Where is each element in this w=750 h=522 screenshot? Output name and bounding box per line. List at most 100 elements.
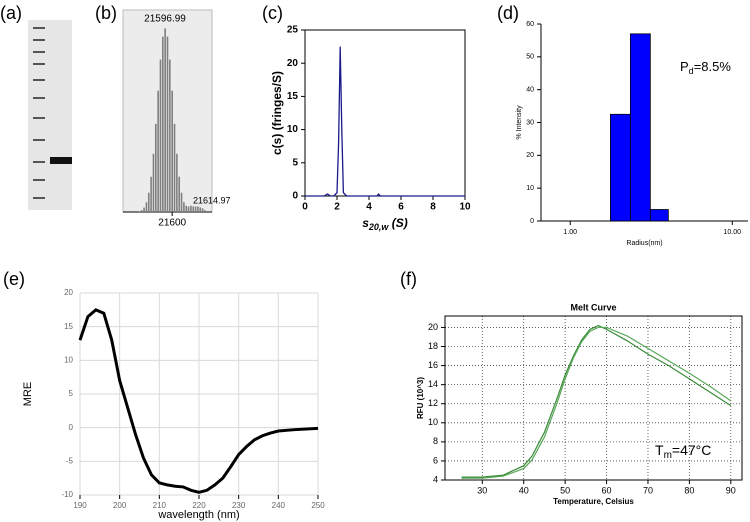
y-axis-label: MRE	[22, 382, 34, 406]
bar	[176, 153, 178, 212]
bar	[162, 36, 164, 212]
annotation-rest: =8.5%	[694, 59, 732, 74]
y-tick-label: 20	[526, 152, 534, 159]
bar	[178, 176, 181, 212]
bar	[143, 207, 145, 212]
x-tick-label: 220	[192, 501, 206, 510]
bar	[157, 90, 159, 212]
data-line	[78, 308, 319, 494]
x-tick-label: 10.00	[724, 229, 742, 236]
x-axis-label: wavelength (nm)	[157, 509, 239, 521]
x-tick-label: 30	[477, 485, 487, 495]
y-tick-label: -5	[66, 456, 74, 465]
bar	[185, 205, 188, 212]
bar	[199, 207, 202, 212]
x-tick-label: 60	[602, 485, 612, 495]
bar	[204, 210, 206, 212]
y-tick-label: 5	[69, 389, 74, 398]
panel-label: (f)	[400, 269, 417, 289]
data-line	[305, 46, 465, 197]
annotation: 21614.97	[193, 195, 231, 205]
x-tick-label: 190	[73, 501, 87, 510]
bar	[610, 113, 631, 222]
y-tick-label: 0	[69, 423, 74, 432]
y-tick-label: 20	[64, 288, 73, 297]
annotation-sub: m	[664, 450, 672, 461]
x-tick-label: 0	[302, 202, 308, 213]
x-tick-label: 240	[272, 501, 286, 510]
panel-label: (b)	[95, 3, 117, 23]
x-tick-label: 250	[311, 501, 325, 510]
y-tick-label: 40	[526, 87, 534, 94]
x-tick-label: 1.00	[563, 229, 577, 236]
y-tick-label: 25	[287, 25, 299, 36]
annotation-rest: =47°C	[672, 442, 711, 458]
panel-label: (c)	[262, 3, 283, 23]
x-tick-label: 2	[334, 202, 340, 213]
x-tick-label: 10	[459, 202, 471, 213]
y-tick-label: 10	[287, 124, 299, 135]
x-tick-label: 21600	[158, 218, 186, 229]
bar	[173, 123, 176, 212]
y-tick-label: 18	[428, 341, 438, 351]
annotation: Pd=8.5%	[680, 59, 731, 76]
x-tick-label: 6	[398, 202, 404, 213]
y-tick-label: 20	[428, 322, 438, 332]
x-axis-label: Radius(nm)	[626, 240, 662, 247]
annotation-main: T	[655, 442, 664, 458]
bar	[649, 209, 669, 222]
bar	[138, 211, 141, 212]
bar	[159, 59, 162, 212]
annotation: 21596.99	[144, 14, 186, 25]
y-axis-label: c(s) (fringes/S)	[270, 71, 284, 155]
y-axis-label: RFU (10^3)	[416, 377, 425, 419]
annotation: Tm=47°C	[655, 442, 711, 461]
panel-label: (d)	[497, 3, 519, 23]
annotation-main: P	[680, 59, 689, 74]
x-axis-label-rest: (S)	[388, 216, 407, 230]
bar	[171, 90, 173, 212]
y-tick-label: 5	[292, 157, 298, 168]
y-axis-label: % Intensity	[516, 105, 523, 140]
bar	[629, 33, 651, 222]
ladder	[33, 27, 45, 199]
y-tick-label: 20	[287, 58, 299, 69]
x-axis-label: Temperature, Celsius	[553, 497, 634, 506]
y-tick-label: 60	[526, 21, 534, 28]
x-tick-label: 4	[366, 202, 372, 213]
y-tick-label: 8	[433, 436, 438, 446]
y-tick-label: 10	[526, 185, 534, 192]
bar	[197, 206, 199, 212]
y-tick-label: 10	[428, 417, 438, 427]
x-tick-label: 200	[113, 501, 127, 510]
panel-label: (e)	[3, 269, 25, 289]
x-tick-label: 230	[232, 501, 246, 510]
bar	[183, 202, 185, 212]
x-tick-label: 80	[684, 485, 694, 495]
x-axis-label: s20,w (S)	[362, 216, 408, 232]
bar	[169, 59, 171, 212]
x-tick-label: 90	[726, 485, 736, 495]
y-tick-label: 10	[64, 355, 73, 364]
bar	[187, 206, 190, 212]
bar	[154, 123, 157, 212]
y-tick-label: 16	[428, 360, 438, 370]
bar	[190, 205, 192, 212]
x-tick-label: 210	[153, 501, 167, 510]
x-tick-label: 70	[643, 485, 653, 495]
bar	[140, 210, 143, 212]
y-tick-label: 0	[530, 218, 534, 225]
y-tick-label: 15	[287, 91, 299, 102]
x-tick-label: 50	[560, 485, 570, 495]
bar	[192, 206, 195, 212]
y-tick-label: 0	[292, 191, 298, 202]
bar	[145, 202, 148, 212]
y-tick-label: -10	[61, 490, 73, 499]
x-tick-label: 40	[519, 485, 529, 495]
x-tick-label: 8	[430, 202, 436, 213]
gel-background	[28, 20, 72, 210]
bar	[166, 36, 169, 212]
y-tick-label: 6	[433, 455, 438, 465]
bar	[201, 208, 204, 212]
data-line	[461, 324, 732, 478]
